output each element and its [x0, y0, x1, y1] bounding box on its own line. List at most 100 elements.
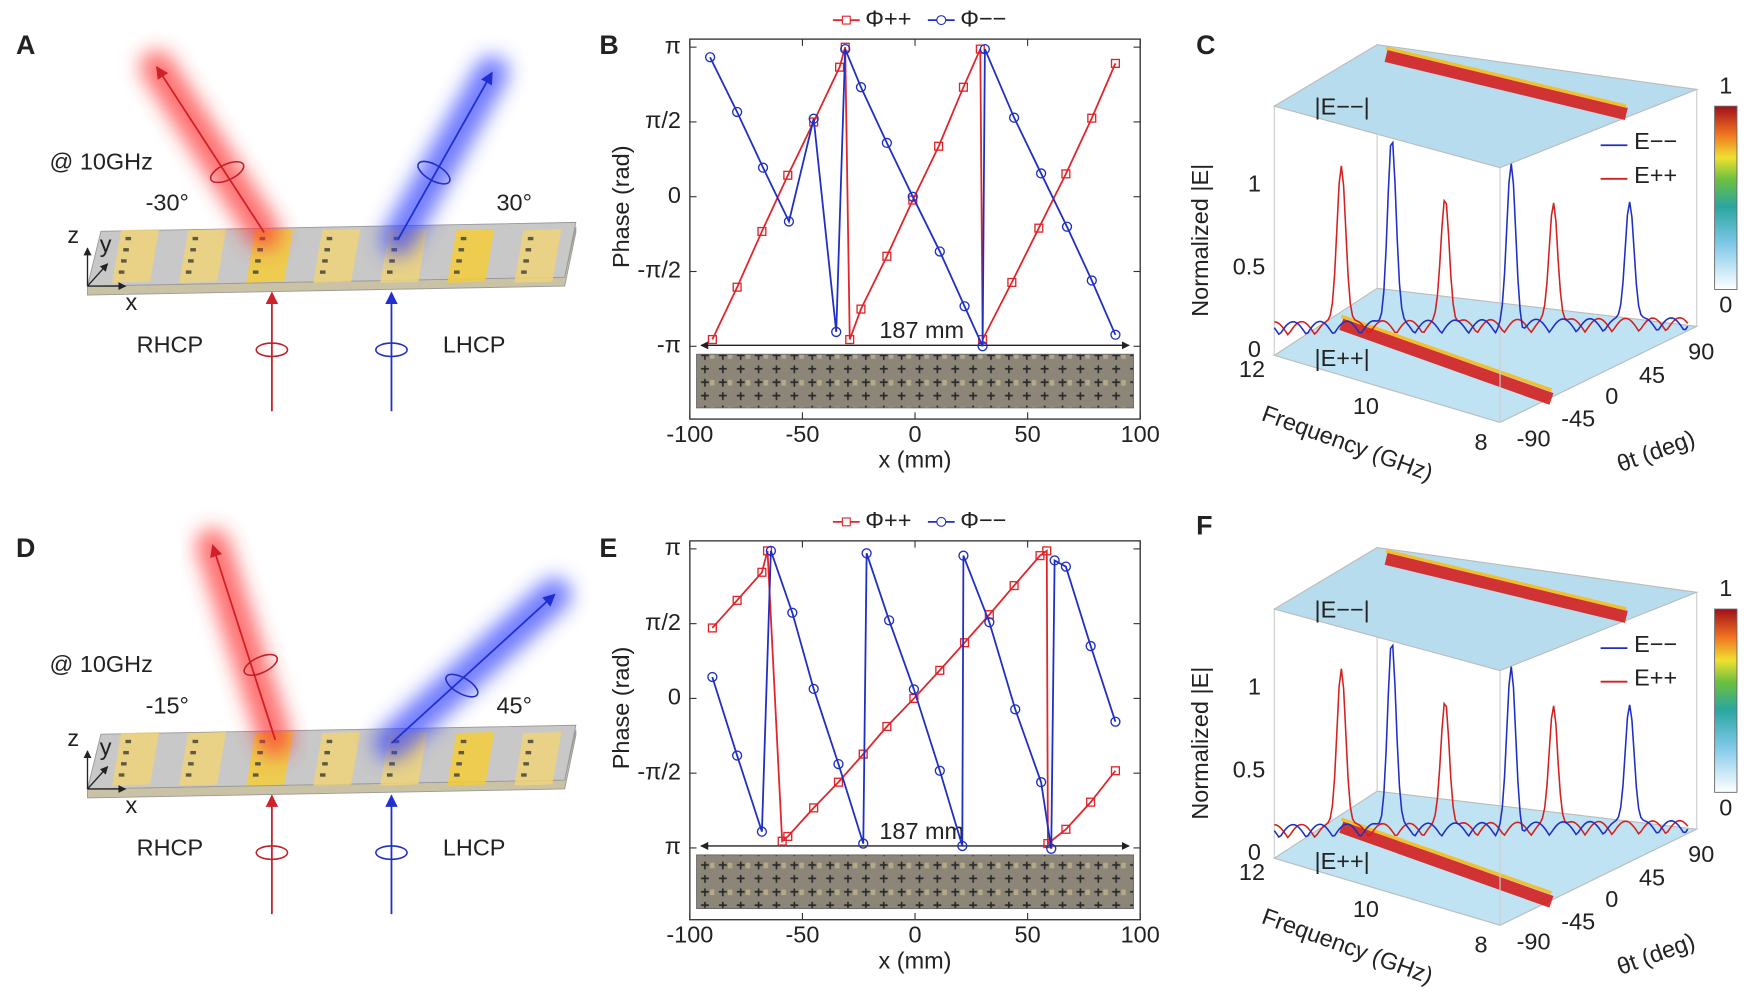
- marker: [783, 831, 793, 842]
- field-curve: [1274, 165, 1689, 336]
- heatmap-plane: [1272, 44, 1699, 169]
- marker: [1061, 169, 1071, 179]
- x-tick-label: 0: [909, 421, 922, 447]
- x-tick-label: -100: [666, 421, 713, 447]
- heatmap-band: [1384, 49, 1628, 120]
- angle-label: -15°: [146, 693, 189, 719]
- marker: [707, 334, 717, 345]
- marker: [840, 43, 851, 55]
- panel-label: F: [1196, 511, 1212, 541]
- marker: [1008, 112, 1020, 123]
- plane-label: |E−−|: [1315, 94, 1370, 120]
- unit-cell: [458, 750, 465, 755]
- marker: [934, 246, 945, 257]
- polarization: [417, 160, 451, 185]
- marker: [757, 226, 767, 237]
- y-tick-label: π/2: [645, 609, 681, 635]
- annotation: 187 mm: [879, 317, 964, 343]
- x-tick-label: 50: [1015, 922, 1041, 948]
- marker: [1042, 546, 1052, 556]
- marker: [858, 838, 869, 849]
- marker: [1060, 561, 1072, 572]
- freq-axis-label: Frequency (GHz): [1259, 903, 1437, 989]
- axis-name: z: [67, 222, 79, 248]
- marker: [1009, 581, 1019, 591]
- legend-label: E++: [1634, 665, 1677, 691]
- marker: [861, 548, 872, 559]
- legend-label: E++: [1634, 162, 1677, 188]
- unit-column: [514, 731, 562, 786]
- y-tick-label: π/2: [645, 107, 681, 133]
- unit-column: [313, 731, 361, 786]
- unit-cell: [188, 259, 194, 263]
- polarization: [209, 160, 245, 184]
- marker: [1110, 766, 1121, 776]
- beam-axis: [390, 593, 556, 744]
- series-line: [711, 46, 1117, 340]
- marker: [731, 106, 743, 118]
- unit-column: [447, 731, 495, 786]
- panel-label: A: [16, 30, 35, 60]
- marker: [777, 836, 787, 846]
- marker: [1086, 275, 1097, 286]
- marker: [707, 623, 717, 633]
- axis-name: x: [125, 289, 137, 315]
- marker: [957, 840, 968, 852]
- marker: [732, 282, 742, 292]
- unit-cell: [322, 762, 328, 766]
- angle-tick-label: -45: [1561, 908, 1595, 934]
- series-line: [711, 549, 1117, 846]
- marker: [1110, 58, 1121, 68]
- x-tick-label: 0: [909, 922, 922, 948]
- unit-cell: [185, 270, 192, 274]
- unit-cell: [521, 270, 527, 274]
- marker: [1110, 716, 1121, 727]
- colorbar-label: 0: [1719, 794, 1732, 820]
- unit-cell: [460, 739, 467, 744]
- marker: [1110, 329, 1121, 340]
- unit-cell: [118, 270, 125, 274]
- marker: [1046, 843, 1057, 854]
- panel-label: D: [16, 533, 35, 563]
- marker: [1049, 555, 1060, 566]
- angle-label: -30°: [146, 190, 189, 216]
- y-axis-label: Phase (rad): [608, 647, 634, 770]
- unit-cell: [527, 236, 534, 241]
- heatmap-band: [1384, 552, 1628, 623]
- unit-column: [313, 229, 361, 283]
- marker: [908, 684, 920, 695]
- marker: [883, 615, 895, 626]
- marker: [707, 671, 718, 683]
- unit-column: [112, 731, 160, 786]
- legend-marker: [841, 517, 851, 527]
- unit-column: [447, 229, 495, 283]
- unit-cell: [389, 259, 395, 263]
- beam-axis: [397, 71, 493, 240]
- unit-cell: [454, 773, 460, 777]
- marker: [732, 595, 742, 605]
- colorbar-label: 1: [1719, 72, 1732, 98]
- marker: [984, 610, 994, 620]
- heatmap-band: [1339, 821, 1554, 908]
- marker: [831, 326, 842, 338]
- freq-axis-label: Frequency (GHz): [1259, 400, 1437, 486]
- unit-cell: [185, 773, 192, 777]
- marker: [1061, 824, 1071, 834]
- angle-tick-label: 45: [1639, 362, 1665, 388]
- y-tick-label: 0: [668, 684, 681, 710]
- unit-cell: [523, 259, 529, 263]
- z-tick-label: 1: [1248, 674, 1261, 700]
- unit-cell: [324, 248, 331, 252]
- series-line: [709, 48, 1117, 347]
- unit-cell: [389, 762, 395, 766]
- heatmap-band: [1340, 817, 1553, 895]
- beam-axis: [156, 66, 265, 233]
- unit-cell: [255, 762, 261, 766]
- y-axis-label: Phase (rad): [608, 145, 634, 268]
- axis-arrow: [87, 263, 109, 287]
- plane-label: |E++|: [1315, 345, 1370, 371]
- angle-tick-label: 0: [1605, 383, 1618, 409]
- unit-cell: [125, 236, 132, 241]
- polarization: [445, 673, 479, 698]
- unit-cell: [525, 750, 532, 755]
